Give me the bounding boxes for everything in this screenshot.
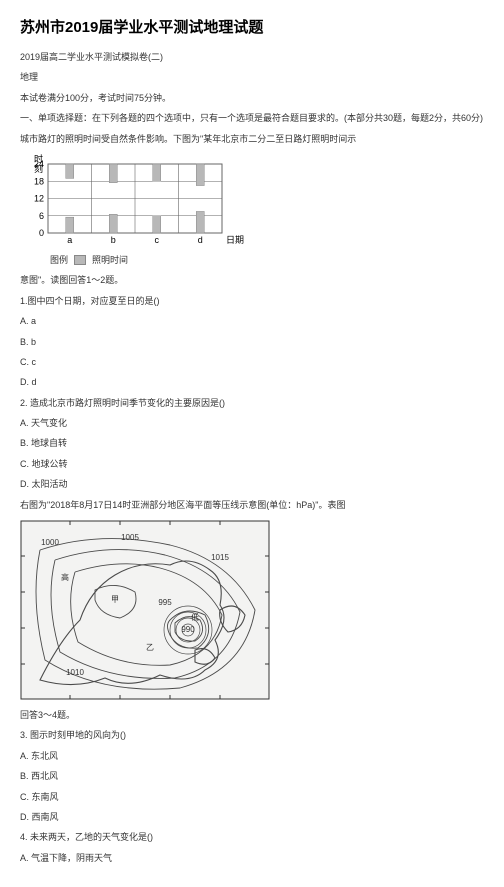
streetlight-chart: 06121824时刻abcd日期 [20, 152, 484, 247]
svg-text:990: 990 [181, 625, 195, 634]
q1-context-1: 城市路灯的照明时间受自然条件影响。下图为"某年北京市二分二至日路灯照明时间示 [20, 132, 484, 146]
q2-option-d: D. 太阳活动 [20, 477, 484, 491]
svg-text:a: a [67, 235, 72, 245]
q1-option-a: A. a [20, 314, 484, 328]
subtitle-1: 2019届高二学业水平测试模拟卷(二) [20, 50, 484, 64]
svg-text:时: 时 [34, 153, 43, 164]
svg-text:6: 6 [39, 211, 44, 221]
svg-text:刻: 刻 [34, 163, 43, 174]
q3-option-c: C. 东南风 [20, 790, 484, 804]
q3-context: 右图为"2018年8月17日14时亚洲部分地区海平面等压线示意图(单位：hPa)… [20, 498, 484, 512]
q2-option-a: A. 天气变化 [20, 416, 484, 430]
q3-context-2: 回答3～4题。 [20, 708, 484, 722]
q1-option-d: D. d [20, 375, 484, 389]
legend-label-right: 照明时间 [92, 253, 128, 267]
svg-text:d: d [198, 235, 203, 245]
q2-option-b: B. 地球自转 [20, 436, 484, 450]
q2-option-c: C. 地球公转 [20, 457, 484, 471]
svg-text:c: c [155, 235, 160, 245]
svg-text:低: 低 [191, 612, 199, 622]
svg-text:高: 高 [61, 572, 69, 582]
svg-text:乙: 乙 [146, 643, 154, 652]
legend-label-left: 图例 [50, 253, 68, 267]
exam-info: 本试卷满分100分，考试时间75分钟。 [20, 91, 484, 105]
q4-option-a: A. 气温下降，阴雨天气 [20, 851, 484, 865]
q1-option-b: B. b [20, 335, 484, 349]
page-title: 苏州市2019届学业水平测试地理试题 [20, 16, 484, 40]
svg-text:18: 18 [34, 176, 44, 186]
isobar-map: 1000 1005 1010 1015 990 995 甲乙 高低 [20, 520, 484, 700]
svg-text:12: 12 [34, 193, 44, 203]
svg-text:1000: 1000 [41, 538, 59, 547]
q1-option-c: C. c [20, 355, 484, 369]
svg-text:0: 0 [39, 228, 44, 238]
q3-option-a: A. 东北风 [20, 749, 484, 763]
q3-option-d: D. 西南风 [20, 810, 484, 824]
svg-text:甲: 甲 [111, 595, 119, 604]
svg-text:1015: 1015 [211, 553, 229, 562]
svg-text:日期: 日期 [226, 235, 244, 245]
subject: 地理 [20, 70, 484, 84]
svg-text:995: 995 [158, 598, 172, 607]
legend-swatch-icon [74, 255, 86, 265]
q1-context-2: 意图"。读图回答1～2题。 [20, 273, 484, 287]
section-1-heading: 一、单项选择题：在下列各题的四个选项中，只有一个选项是最符合题目要求的。(本部分… [20, 111, 484, 125]
svg-text:b: b [111, 235, 116, 245]
chart-legend: 图例 照明时间 [50, 253, 484, 267]
svg-text:1005: 1005 [121, 533, 139, 542]
q3-stem: 3. 图示时刻甲地的风向为() [20, 728, 484, 742]
svg-text:1010: 1010 [66, 668, 84, 677]
q4-stem: 4. 未来两天，乙地的天气变化是() [20, 830, 484, 844]
q1-stem: 1.图中四个日期，对应夏至日的是() [20, 294, 484, 308]
q3-option-b: B. 西北风 [20, 769, 484, 783]
q2-stem: 2. 造成北京市路灯照明时间季节变化的主要原因是() [20, 396, 484, 410]
